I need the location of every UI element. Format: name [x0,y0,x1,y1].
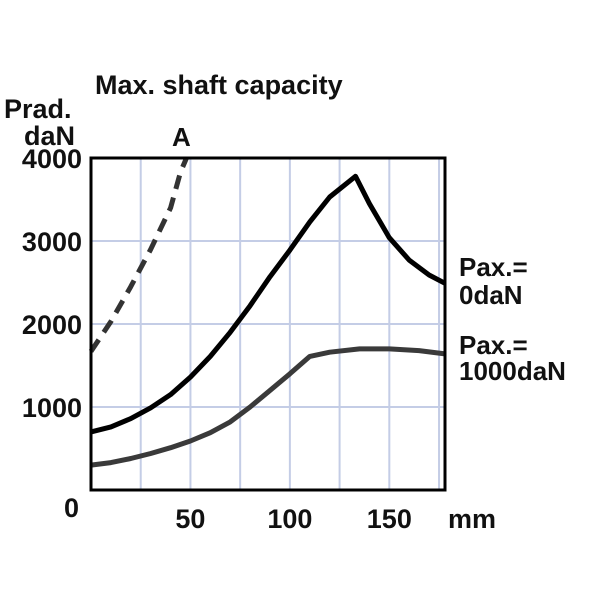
x-tick-label: 150 [367,504,412,534]
y-tick-label: 1000 [22,393,82,423]
series-line-1 [90,173,447,435]
series-line-2 [90,346,446,468]
series-label-pax1000-line1: Pax.= [459,330,528,360]
series-layer [88,157,447,468]
origin-label: 0 [64,493,79,523]
y-axis-label-line1: Prad. [4,94,72,124]
y-tick-label: 4000 [22,144,82,174]
plot-frame [89,156,447,492]
y-axis-label-line2: daN [24,121,75,151]
y-tick-label: 3000 [22,227,82,257]
series-label-a: A [172,122,191,152]
y-tick-label: 2000 [22,310,82,340]
series-label-pax1000-line2: 1000daN [459,356,566,386]
x-tick-label: 100 [267,504,312,534]
x-axis-label: mm [448,504,496,534]
series-line-0 [88,157,189,353]
grid [91,158,445,490]
series-label-pax0-line2: 0daN [459,280,523,310]
x-tick-label: 50 [175,504,205,534]
chart-title: Max. shaft capacity [95,70,343,100]
tick-labels: 50 100 150 1000 2000 3000 4000 [22,144,412,534]
series-label-pax0-line1: Pax.= [459,252,528,282]
